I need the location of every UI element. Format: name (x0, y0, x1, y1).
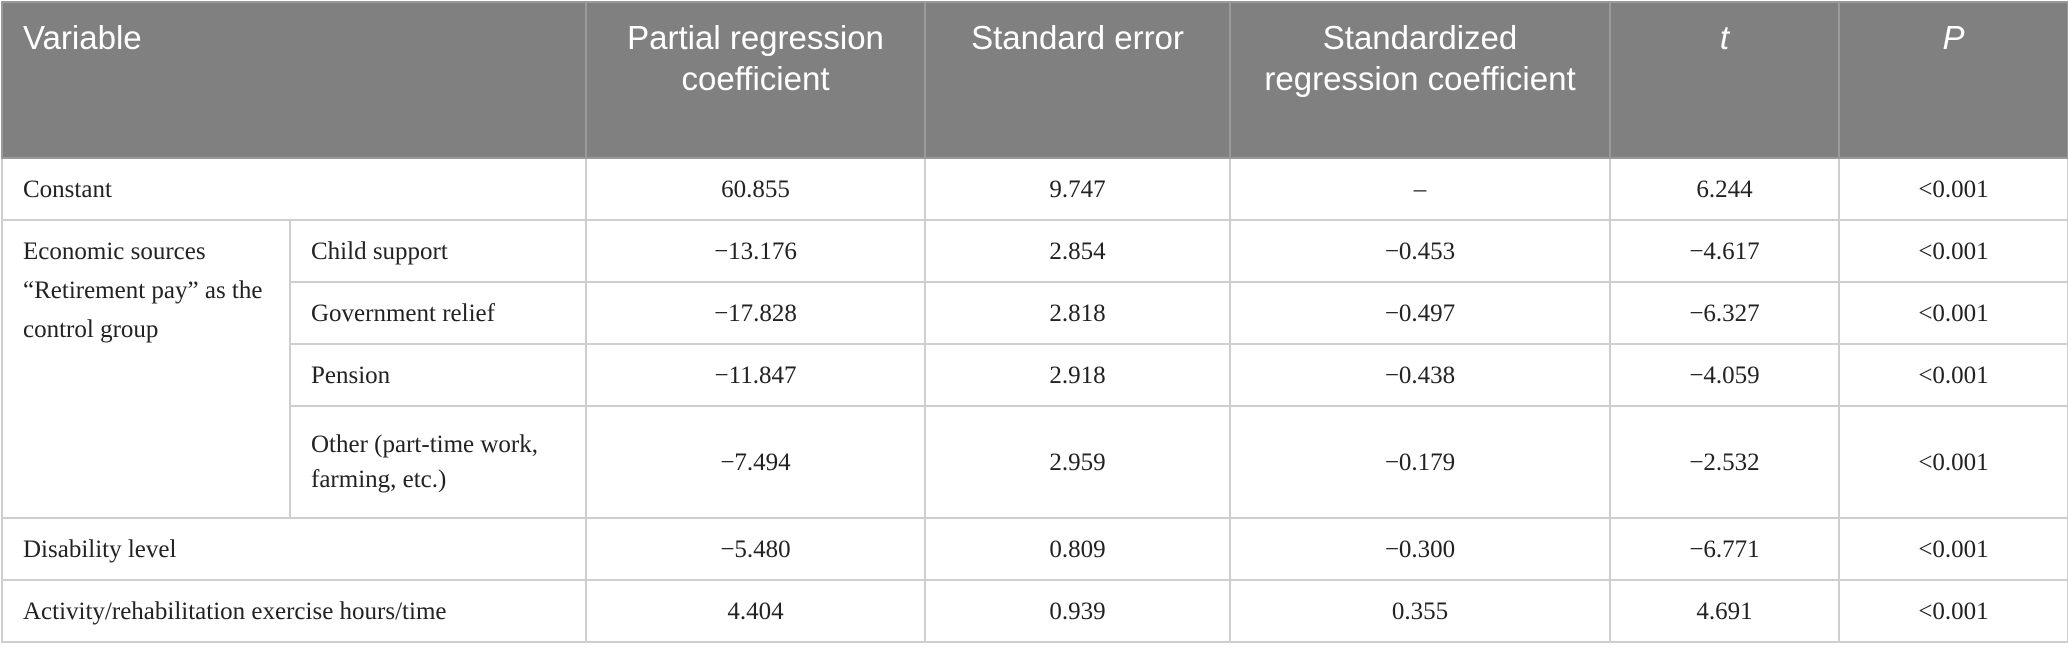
value-cell: 4.404 (585, 579, 927, 643)
header-cell: Standard error (924, 1, 1232, 159)
value-cell: −0.438 (1229, 343, 1612, 407)
header-cell: t (1609, 1, 1841, 159)
value-cell: 0.809 (924, 517, 1232, 581)
group-label: Economic sources “Retirement pay” as the… (1, 219, 291, 519)
value-cell: −2.532 (1609, 405, 1841, 519)
value-cell: −6.327 (1609, 281, 1841, 345)
value-cell: −17.828 (585, 281, 927, 345)
value-cell: −13.176 (585, 219, 927, 283)
header-cell: P (1838, 1, 2068, 159)
value-cell: −0.179 (1229, 405, 1612, 519)
value-cell: <0.001 (1838, 281, 2068, 345)
value-cell: −4.617 (1609, 219, 1841, 283)
header-cell: Standardized regression coefficient (1229, 1, 1612, 159)
variable-label: Government relief (288, 281, 588, 345)
variable-label: Activity/rehabilitation exercise hours/t… (0, 579, 588, 643)
value-cell: 2.854 (924, 219, 1232, 283)
value-cell: <0.001 (1838, 157, 2068, 221)
data-row: Activity/rehabilitation exercise hours/t… (0, 579, 2068, 643)
value-cell: −7.494 (585, 405, 927, 519)
value-cell: 0.355 (1229, 579, 1612, 643)
variable-label: Other (part-time work, farming, etc.) (288, 405, 588, 519)
variable-label: Pension (288, 343, 588, 407)
value-cell: −6.771 (1609, 517, 1841, 581)
data-row: Economic sources “Retirement pay” as the… (1, 219, 2068, 519)
value-cell: −0.453 (1229, 219, 1612, 283)
value-cell: 0.939 (924, 579, 1232, 643)
data-row: Constant 60.855 9.747–6.244 <0.001 (0, 157, 2068, 221)
value-cell: – (1229, 157, 1612, 221)
data-row: Other (part-time work, farming, etc.) −7.… (2, 405, 2068, 519)
value-cell: −0.300 (1229, 517, 1612, 581)
value-cell: 4.691 (1609, 579, 1841, 643)
value-cell: <0.001 (1838, 517, 2068, 581)
value-cell: −11.847 (585, 343, 927, 407)
value-cell: 60.855 (585, 157, 927, 221)
header-cell: Variable (0, 1, 588, 159)
variable-label: Child support (288, 219, 588, 283)
value-cell: 2.818 (924, 281, 1232, 345)
value-cell: <0.001 (1838, 405, 2068, 519)
value-cell: −5.480 (585, 517, 927, 581)
header-row: Variable Partial regression coefficient St… (0, 1, 2068, 159)
data-row: Disability level −5.480 0.809 −0.300 −6.771 <… (0, 517, 2068, 581)
variable-label: Constant (0, 157, 588, 221)
value-cell: 2.959 (924, 405, 1232, 519)
value-cell: 2.918 (924, 343, 1232, 407)
value-cell: 6.244 (1609, 157, 1841, 221)
variable-label: Disability level (0, 517, 588, 581)
value-cell: −0.497 (1229, 281, 1612, 345)
data-row: Pension −11.847 2.918 −0.438 −4.059 <0.001 (2, 343, 2068, 407)
value-cell: −4.059 (1609, 343, 1841, 407)
data-row: Government relief −17.828 2.818 −0.497 −6.32… (2, 281, 2068, 345)
value-cell: <0.001 (1838, 343, 2068, 407)
value-cell: 9.747 (924, 157, 1232, 221)
regression-table: Variable Partial regression coefficient St… (0, 1, 2068, 643)
value-cell: <0.001 (1838, 219, 2068, 283)
header-cell: Partial regression coefficient (585, 1, 927, 159)
value-cell: <0.001 (1838, 579, 2068, 643)
